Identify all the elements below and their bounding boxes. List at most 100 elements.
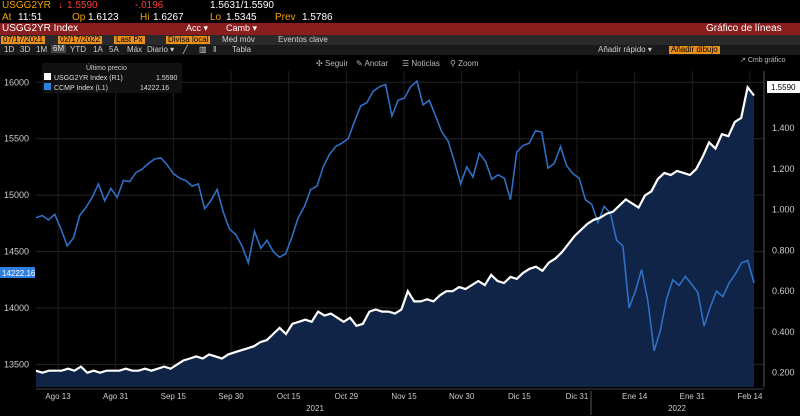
- line-chart-icon[interactable]: ╱: [183, 45, 188, 54]
- chart-options-row: 07/17/2021 02/17/2022 Last Px Divisa loc…: [0, 35, 800, 45]
- moving-average-toggle[interactable]: Med móv: [222, 35, 255, 44]
- index-label[interactable]: USGG2YR Index: [2, 23, 79, 34]
- x-tick-label: Dic 31: [566, 392, 589, 401]
- left-tick-label: 13500: [4, 359, 29, 369]
- open-value: 1.6123: [88, 12, 119, 23]
- right-last-value-marker: 1.5590: [767, 81, 800, 93]
- left-tick-label: 14000: [4, 303, 29, 313]
- camb-label: Camb: [226, 23, 251, 33]
- legend-name-usgg2yr: USGG2YR Index (R1): [54, 75, 123, 82]
- x-tick-label: Sep 30: [218, 392, 244, 401]
- x-tick-label: Sep 15: [161, 392, 187, 401]
- yield-area-fill: [36, 87, 754, 388]
- table-button[interactable]: Tabla: [232, 45, 252, 54]
- right-tick-label: 0.600: [772, 286, 795, 296]
- x-tick-label: Oct 29: [335, 392, 359, 401]
- news-button[interactable]: ☰ Noticias: [402, 59, 440, 68]
- x-tick-label: Nov 30: [449, 392, 475, 401]
- year-label: 2022: [668, 404, 686, 413]
- currency-select[interactable]: Divisa local: [166, 35, 211, 44]
- period-6m[interactable]: 6M: [51, 44, 67, 53]
- bid-ask: 1.5631/1.5590: [210, 0, 274, 11]
- legend-name-ccmp: CCMP Index (L1): [54, 85, 108, 92]
- x-tick-label: Dic 15: [508, 392, 531, 401]
- key-events-toggle[interactable]: Eventos clave: [278, 35, 328, 44]
- date-from-input[interactable]: 07/17/2021: [1, 35, 46, 44]
- left-tick-label: 15500: [4, 134, 29, 144]
- left-axis: 13500 14000 14500 15000 15500 16000: [4, 77, 29, 369]
- period-1d[interactable]: 1D: [4, 45, 15, 54]
- price-change: -.0196: [135, 0, 164, 11]
- year-label: 2021: [306, 404, 324, 413]
- quote-header: USGG2YR ↓ 1.5590 -.0196 1.5631/1.5590: [0, 0, 800, 12]
- low-value: 1.5345: [226, 12, 257, 23]
- legend: Último precio USGG2YR Index (R1) 1.5590 …: [42, 63, 182, 93]
- right-tick-label: 0.800: [772, 245, 795, 255]
- add-quick-label: Añadir rápido: [598, 45, 646, 54]
- high-label: Hi: [140, 12, 150, 23]
- frequency-label: Diario: [147, 45, 168, 54]
- ccmp-series-line: [35, 79, 755, 352]
- period-1a[interactable]: 1A: [93, 45, 103, 54]
- x-tick-label: Ene 31: [680, 392, 706, 401]
- low-label: Lo: [210, 12, 222, 23]
- x-tick-label: Oct 15: [277, 392, 301, 401]
- x-tick-label: Ago 31: [103, 392, 129, 401]
- price-chart[interactable]: 13500 14000 14500 15000 15500 16000 0.200 0.40…: [0, 55, 800, 416]
- high-value: 1.6267: [153, 12, 184, 23]
- acc-label: Acc: [186, 23, 202, 33]
- last-price: 1.5590: [67, 0, 98, 11]
- annotate-button[interactable]: ✎ Anotar: [356, 59, 388, 68]
- legend-value-usgg2yr: 1.5590: [156, 75, 178, 82]
- follow-button[interactable]: ✣ Seguir: [316, 59, 348, 68]
- ticker-label[interactable]: USGG2YR: [2, 0, 51, 11]
- right-marker-value: 1.5590: [771, 83, 796, 92]
- period-1m[interactable]: 1M: [36, 45, 48, 54]
- right-tick-label: 1.000: [772, 205, 795, 215]
- left-tick-label: 14500: [4, 247, 29, 257]
- legend-swatch-ccmp: [44, 83, 51, 90]
- quote-stats: At 11:51 Op 1.6123 Hi 1.6267 Lo 1.5345 P…: [0, 12, 800, 23]
- acc-menu[interactable]: Acc ▾: [186, 23, 209, 33]
- legend-value-ccmp: 14222.16: [140, 85, 169, 92]
- legend-swatch-usgg2yr: [44, 73, 51, 80]
- period-max[interactable]: Máx: [127, 45, 143, 54]
- usgg2yr-series-line: [35, 84, 755, 374]
- open-label: Op: [72, 12, 86, 23]
- right-tick-label: 1.400: [772, 123, 795, 133]
- prev-label: Prev: [275, 12, 296, 23]
- frequency-select[interactable]: Diario ▾: [147, 45, 175, 54]
- right-tick-label: 0.400: [772, 327, 795, 337]
- right-tick-label: 1.200: [772, 164, 795, 174]
- date-to-input[interactable]: 02/17/2022: [58, 35, 103, 44]
- bar-chart-icon[interactable]: ▥: [199, 45, 207, 54]
- period-3d[interactable]: 3D: [20, 45, 31, 54]
- x-tick-label: Ene 14: [622, 392, 648, 401]
- prev-value: 1.5786: [302, 12, 333, 23]
- left-tick-label: 15000: [4, 190, 29, 200]
- camb-menu[interactable]: Camb ▾: [226, 23, 258, 33]
- period-5a[interactable]: 5A: [109, 45, 119, 54]
- change-chart-button[interactable]: ↗ Cmb gráfico: [740, 57, 786, 64]
- period-ytd[interactable]: YTD: [70, 45, 86, 54]
- x-axis: Ago 13 Ago 31 Sep 15 Sep 30 Oct 15 Oct 29 Nov …: [36, 388, 764, 415]
- right-tick-label: 0.200: [772, 368, 795, 378]
- left-last-value-marker: 14222.16: [0, 267, 36, 278]
- last-px-select[interactable]: Last Px: [114, 35, 145, 44]
- security-toolbar: USGG2YR Index Acc ▾ Camb ▾ Gráfico de lí…: [0, 23, 800, 35]
- period-selector-row: 1D 3D 1M 6M YTD 1A 5A Máx Diario ▾ ╱ ▥ ‖…: [0, 45, 800, 55]
- candlestick-icon[interactable]: ‖: [213, 45, 217, 54]
- add-quick-button[interactable]: Añadir rápido ▾: [598, 45, 652, 54]
- zoom-button[interactable]: ⚲ Zoom: [450, 59, 479, 68]
- at-time: 11:51: [18, 12, 43, 23]
- x-tick-label: Feb 14: [738, 392, 763, 401]
- down-arrow-icon: ↓: [58, 0, 63, 11]
- add-drawing-button[interactable]: Añadir dibujo: [669, 45, 720, 54]
- chart-type-label[interactable]: Gráfico de líneas: [706, 23, 782, 34]
- at-label: At: [2, 12, 12, 23]
- x-tick-label: Ago 13: [45, 392, 71, 401]
- chart-mini-toolbar: ✣ Seguir ✎ Anotar ☰ Noticias ⚲ Zoom ↗ Cm…: [316, 57, 786, 68]
- right-axis: 0.200 0.400 0.600 0.800 1.000 1.200 1.400: [763, 71, 795, 387]
- left-marker-value: 14222.16: [2, 269, 36, 278]
- left-tick-label: 16000: [4, 77, 29, 87]
